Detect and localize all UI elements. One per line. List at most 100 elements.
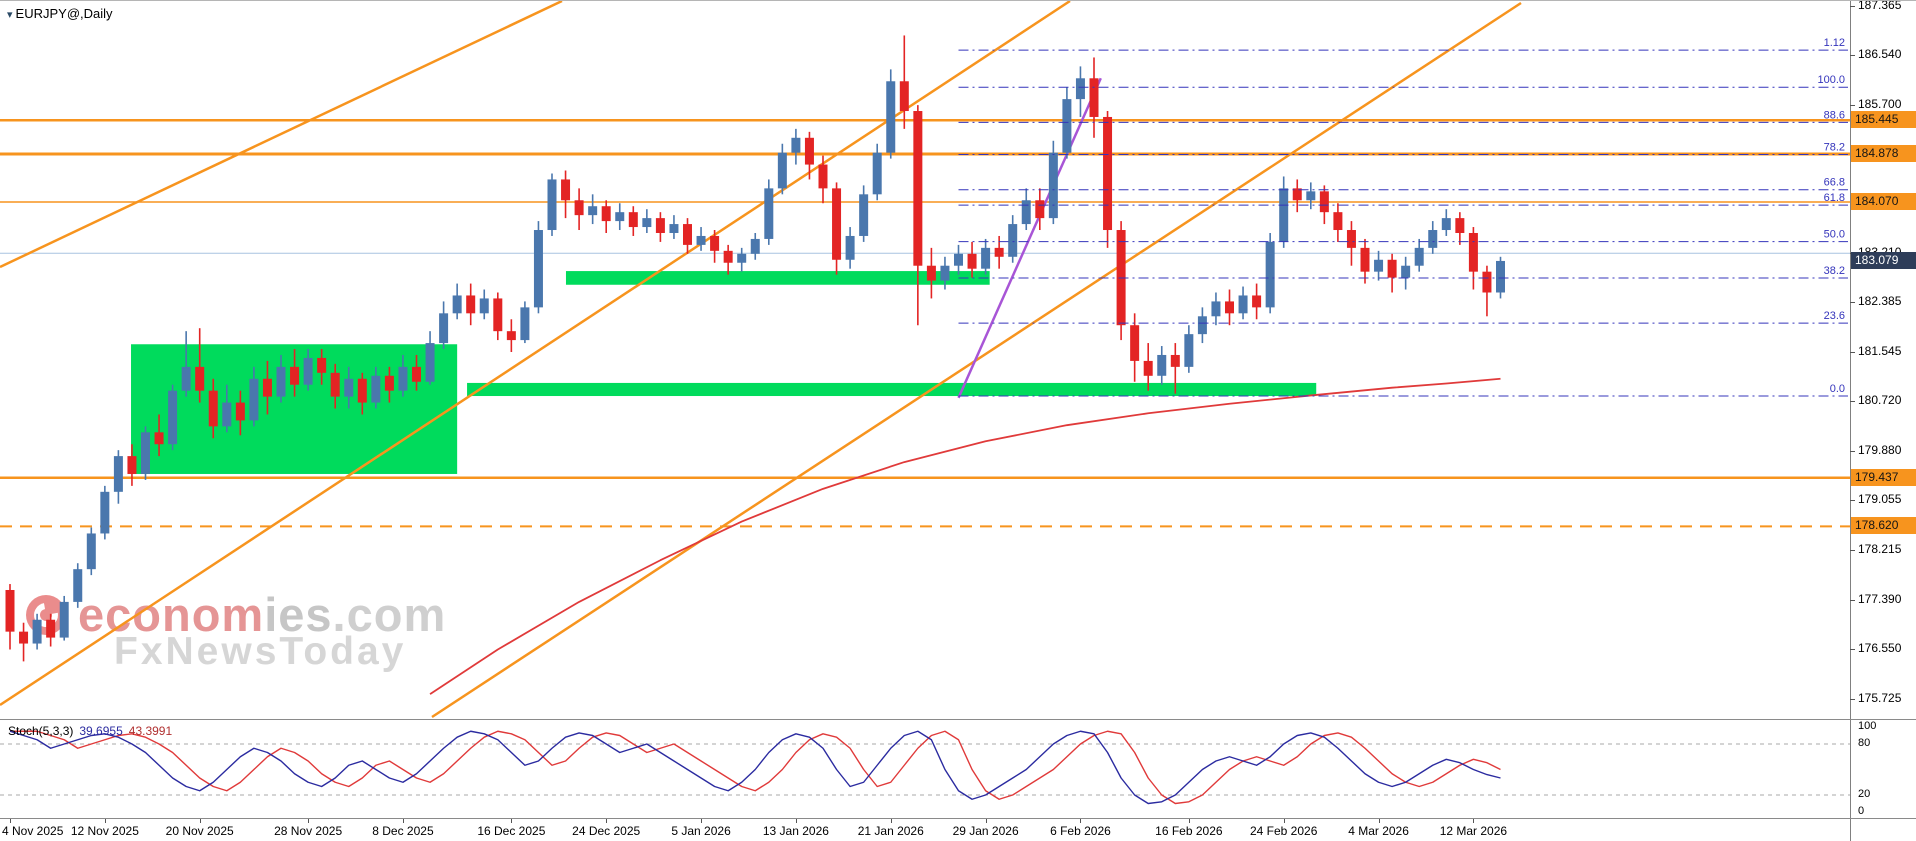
candle-body (1401, 265, 1411, 278)
candle-body (344, 378, 354, 397)
candle-body (32, 619, 42, 644)
candle-body (1441, 218, 1451, 231)
candle-body (303, 357, 313, 385)
candle-body (710, 235, 720, 251)
candle-body (1482, 271, 1492, 293)
candle-body (1075, 78, 1085, 100)
watermark-tagline: FxNewsToday (114, 630, 407, 673)
candle-body (940, 265, 950, 281)
date-axis-tick (890, 819, 892, 823)
price-axis-tick (1850, 6, 1855, 7)
candle-body (262, 378, 272, 397)
candle-body (926, 265, 936, 281)
date-label: 29 Jan 2026 (952, 824, 1019, 838)
price-axis-label: 176.550 (1858, 641, 1902, 656)
candle-body (1374, 259, 1384, 272)
date-label: 13 Jan 2026 (762, 824, 829, 838)
stoch-axis-label: 0 (1858, 805, 1865, 817)
date-axis-tick (606, 819, 608, 823)
fib-level-label: 0.0 (1830, 383, 1845, 395)
candle-body (872, 152, 882, 195)
candle-body (235, 402, 245, 421)
candle-body (1035, 200, 1045, 219)
stoch-axis-label: 100 (1858, 720, 1877, 732)
price-axis-tick (1850, 500, 1855, 502)
date-axis-tick (1080, 819, 1082, 823)
panel-separator-bottom[interactable] (0, 818, 1916, 819)
candlestick-series (5, 35, 1505, 662)
candle-body (1496, 260, 1505, 293)
candle-body (750, 238, 760, 254)
support-zone[interactable] (565, 271, 990, 285)
price-level-badge: 185.445 (1851, 111, 1916, 129)
candle-body (1414, 247, 1424, 266)
price-axis-tick (1850, 698, 1855, 700)
candle-body (886, 81, 896, 153)
date-axis-tick (795, 819, 797, 823)
stochastic-panel-canvas[interactable] (0, 721, 1850, 817)
fib-level-label: 78.2 (1824, 142, 1845, 154)
candle-body (222, 402, 232, 427)
date-axis-tick (1188, 819, 1190, 823)
panel-separator-top[interactable] (0, 719, 1916, 720)
current-price-badge: 183.079 (1851, 252, 1916, 270)
candle-body (818, 164, 828, 189)
date-axis-tick (1283, 819, 1285, 823)
trendline[interactable] (0, 1, 563, 269)
stoch-main-line (9, 730, 1501, 805)
candle-body (425, 343, 435, 382)
candle-body (384, 375, 394, 391)
impulse-trendline[interactable] (957, 77, 1102, 399)
candle-body (1360, 247, 1370, 272)
candle-body (913, 111, 923, 266)
candle-body (804, 137, 814, 165)
candle-body (276, 366, 286, 397)
candle-body (1265, 241, 1275, 308)
stoch-k-value: 39.6955 (79, 724, 123, 738)
candle-body (317, 357, 327, 373)
date-label: 28 Nov 2025 (274, 824, 343, 838)
main-chart-canvas[interactable]: 1.12 100.0 88.6 78.2 66.8 61.8 50.0 38.2 23.6 0.0 (0, 1, 1850, 719)
support-zone[interactable] (467, 382, 1317, 397)
symbol-timeframe-label[interactable]: ▾ EURJPY@,Daily (7, 6, 113, 21)
fib-level-label: 66.8 (1824, 177, 1845, 189)
candle-body (127, 456, 137, 474)
candle-body (357, 378, 367, 403)
candle-body (330, 372, 340, 397)
date-axis-tick (199, 819, 201, 823)
candle-body (19, 631, 29, 644)
candle-body (73, 569, 83, 602)
candle-body (412, 366, 421, 382)
price-level-badge: 178.620 (1851, 517, 1916, 535)
candle-body (1319, 191, 1329, 213)
price-axis-label: 186.540 (1858, 47, 1902, 62)
candle-body (479, 298, 489, 314)
date-axis-tick (402, 819, 404, 823)
candle-body (899, 81, 909, 112)
moving-average-line[interactable] (429, 377, 1501, 695)
date-axis-tick (104, 819, 106, 823)
price-axis-label: 182.385 (1858, 294, 1902, 309)
candle-body (100, 491, 110, 534)
fib-level-label: 50.0 (1824, 229, 1845, 241)
candle-body (1008, 224, 1018, 257)
candle-body (859, 194, 869, 236)
stoch-name: Stoch(5,3,3) (8, 724, 74, 738)
candle-body (791, 137, 801, 153)
candle-body (615, 212, 625, 222)
candle-body (168, 390, 178, 445)
price-level-badge: 179.437 (1851, 468, 1916, 486)
candle-body (723, 250, 733, 263)
stoch-axis-label: 20 (1858, 788, 1871, 800)
candle-body (5, 589, 15, 632)
price-axis-tick (1850, 55, 1855, 57)
candle-body (561, 179, 571, 201)
candle-body (547, 179, 557, 231)
candle-body (466, 295, 476, 314)
candle-body (1089, 78, 1099, 117)
candle-body (1103, 116, 1113, 231)
date-label: 8 Dec 2025 (372, 824, 434, 838)
candle-body (1252, 295, 1262, 308)
candle-body (154, 432, 164, 445)
